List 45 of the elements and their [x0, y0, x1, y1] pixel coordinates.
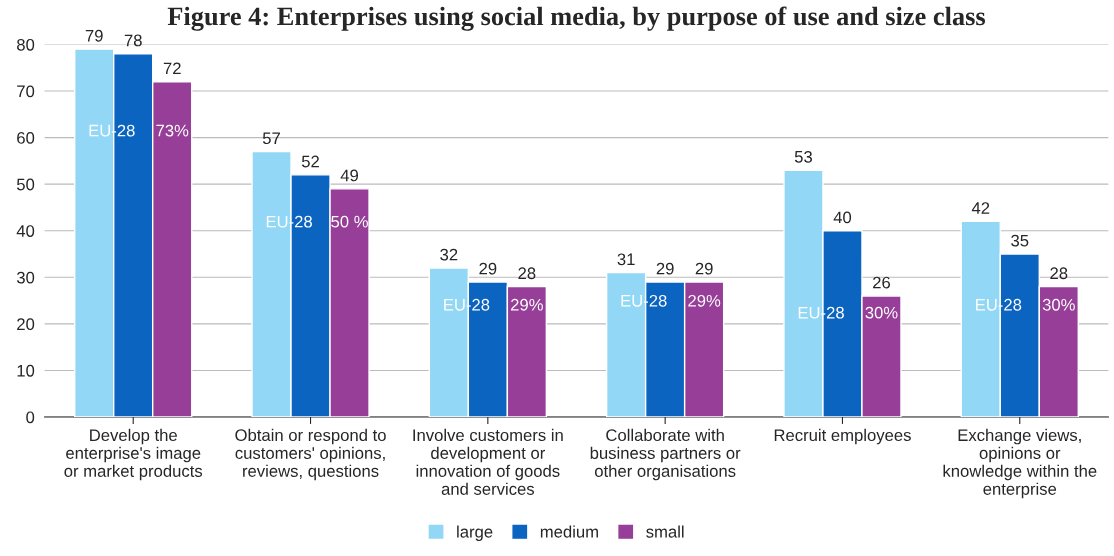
data-label: 79: [85, 29, 103, 42]
x-tick-label: Obtain or respond to customers' opinions, reviews, questions: [235, 428, 386, 481]
data-label: 49: [340, 169, 359, 182]
data-label: 57: [262, 132, 280, 145]
data-label: 31: [617, 253, 635, 266]
data-label: 26: [873, 276, 891, 289]
legend-label: small: [646, 525, 684, 538]
data-label: 53: [794, 150, 812, 163]
data-label: 28: [518, 267, 536, 280]
data-label: 32: [440, 248, 458, 261]
data-label: 72: [163, 62, 181, 75]
x-tick-label: Recruit employees: [774, 428, 911, 445]
y-tick-label: 60: [17, 132, 35, 144]
data-label: 42: [971, 202, 990, 214]
y-tick-label: 20: [17, 318, 35, 331]
data-label: 40: [833, 211, 852, 224]
chart-title: Figure 4: Enterprises using social media, by purpose of use and size class: [167, 6, 986, 31]
data-label: 29: [695, 262, 713, 275]
data-label: 78: [124, 34, 142, 47]
x-tick-label: Exchange views, opinions or knowledge within the enterprise: [943, 428, 1097, 499]
annotation: EU-28: [444, 298, 490, 311]
y-tick-label: 40: [16, 225, 35, 237]
y-tick-label: 70: [17, 85, 35, 98]
annotation: 50 %: [331, 215, 368, 228]
y-tick-label: 0: [26, 411, 35, 424]
x-tick-label: Involve customers in development or innovation of goods and services: [413, 428, 563, 495]
annotation: 29%: [511, 298, 543, 311]
annotation: 30%: [865, 306, 898, 319]
data-label: 29: [479, 262, 497, 275]
data-label: 52: [301, 155, 319, 168]
y-tick-label: 30: [16, 271, 35, 284]
data-label: 29: [656, 262, 674, 275]
y-tick-label: 80: [17, 38, 35, 51]
y-tick-label: 50: [16, 178, 35, 191]
y-tick-label: 10: [17, 364, 35, 377]
data-label: 28: [1050, 267, 1068, 280]
annotation: 29%: [688, 294, 721, 307]
x-tick-label: Collaborate with business partners or other organisations: [590, 428, 741, 481]
annotation: 73%: [156, 124, 189, 137]
x-tick-label: Develop the enterprise's image or market products: [64, 428, 203, 481]
legend-label: medium: [540, 525, 598, 538]
data-label: 35: [1011, 234, 1029, 247]
legend-label: large: [457, 525, 493, 541]
annotation: 30%: [1042, 298, 1075, 311]
annotation: EU-28: [976, 298, 1022, 311]
